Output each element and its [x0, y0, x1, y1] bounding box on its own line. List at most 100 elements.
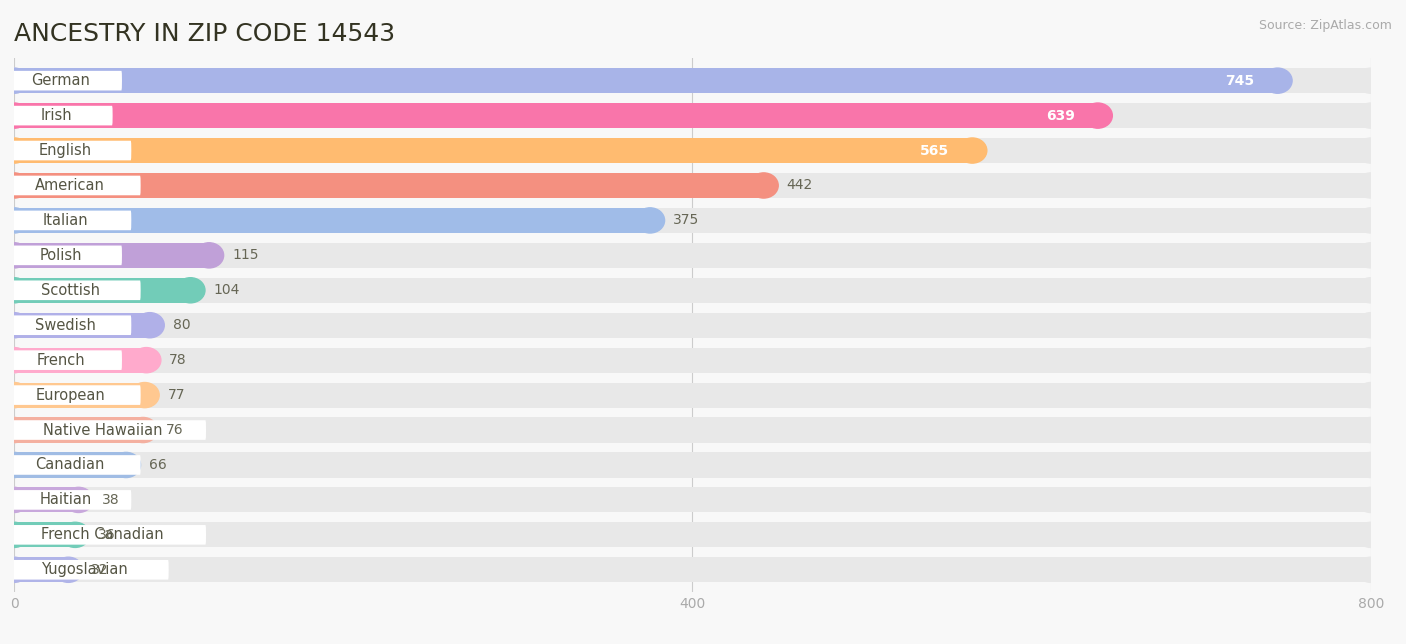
- Ellipse shape: [111, 452, 141, 478]
- Ellipse shape: [0, 417, 28, 442]
- Text: Irish: Irish: [41, 108, 72, 123]
- Bar: [14, 208, 1371, 233]
- Text: 565: 565: [920, 144, 949, 158]
- Bar: [14, 452, 1371, 478]
- Text: 375: 375: [673, 213, 699, 227]
- FancyBboxPatch shape: [0, 176, 141, 195]
- Ellipse shape: [65, 488, 93, 513]
- Text: Scottish: Scottish: [41, 283, 100, 298]
- Ellipse shape: [1357, 522, 1385, 547]
- Ellipse shape: [53, 557, 83, 582]
- Ellipse shape: [0, 138, 28, 163]
- Text: 32: 32: [91, 563, 108, 577]
- Text: Swedish: Swedish: [35, 317, 96, 333]
- Ellipse shape: [0, 452, 28, 478]
- Bar: [14, 173, 1371, 198]
- Ellipse shape: [0, 173, 28, 198]
- Ellipse shape: [0, 557, 28, 582]
- Ellipse shape: [0, 278, 28, 303]
- Text: American: American: [35, 178, 105, 193]
- Ellipse shape: [0, 348, 28, 373]
- Ellipse shape: [131, 383, 159, 408]
- Text: Haitian: Haitian: [39, 493, 91, 507]
- Ellipse shape: [60, 522, 90, 547]
- Bar: [14, 138, 973, 163]
- Bar: [14, 208, 650, 233]
- Ellipse shape: [194, 243, 224, 268]
- Ellipse shape: [1357, 243, 1385, 268]
- Text: European: European: [35, 388, 105, 402]
- Bar: [14, 522, 75, 547]
- Bar: [14, 348, 146, 373]
- Ellipse shape: [0, 103, 28, 128]
- Bar: [14, 243, 1371, 268]
- Text: 76: 76: [166, 423, 184, 437]
- FancyBboxPatch shape: [0, 281, 141, 300]
- Text: English: English: [39, 143, 91, 158]
- Ellipse shape: [1357, 208, 1385, 233]
- Ellipse shape: [0, 348, 28, 373]
- FancyBboxPatch shape: [0, 421, 207, 440]
- Text: Italian: Italian: [42, 213, 89, 228]
- Ellipse shape: [0, 312, 28, 338]
- Bar: [14, 278, 1371, 303]
- Bar: [14, 348, 1371, 373]
- FancyBboxPatch shape: [0, 560, 169, 580]
- Bar: [14, 278, 190, 303]
- Bar: [14, 488, 1371, 513]
- Ellipse shape: [1357, 68, 1385, 93]
- Bar: [14, 522, 1371, 547]
- Ellipse shape: [1263, 68, 1292, 93]
- Ellipse shape: [0, 417, 28, 442]
- Ellipse shape: [1357, 348, 1385, 373]
- Bar: [14, 417, 143, 442]
- Ellipse shape: [0, 522, 28, 547]
- FancyBboxPatch shape: [0, 455, 141, 475]
- Ellipse shape: [135, 312, 165, 338]
- Ellipse shape: [0, 488, 28, 513]
- Bar: [14, 452, 127, 478]
- Bar: [14, 103, 1098, 128]
- Text: 639: 639: [1046, 109, 1074, 122]
- FancyBboxPatch shape: [0, 490, 131, 509]
- Ellipse shape: [0, 278, 28, 303]
- Ellipse shape: [0, 383, 28, 408]
- Ellipse shape: [0, 208, 28, 233]
- Bar: [14, 488, 79, 513]
- FancyBboxPatch shape: [0, 71, 122, 90]
- Ellipse shape: [0, 312, 28, 338]
- Text: Yugoslavian: Yugoslavian: [41, 562, 128, 577]
- FancyBboxPatch shape: [0, 106, 112, 126]
- Ellipse shape: [0, 103, 28, 128]
- Text: 36: 36: [98, 528, 115, 542]
- Ellipse shape: [0, 68, 28, 93]
- Ellipse shape: [1357, 312, 1385, 338]
- Text: French Canadian: French Canadian: [41, 527, 165, 542]
- Text: French: French: [37, 353, 86, 368]
- FancyBboxPatch shape: [0, 141, 131, 160]
- Text: 78: 78: [169, 353, 187, 367]
- Ellipse shape: [0, 383, 28, 408]
- Bar: [14, 383, 1371, 408]
- Ellipse shape: [0, 488, 28, 513]
- Ellipse shape: [957, 138, 987, 163]
- Ellipse shape: [0, 452, 28, 478]
- Ellipse shape: [1357, 488, 1385, 513]
- FancyBboxPatch shape: [0, 385, 141, 405]
- Ellipse shape: [1357, 278, 1385, 303]
- Bar: [14, 68, 1278, 93]
- Text: 38: 38: [101, 493, 120, 507]
- Ellipse shape: [0, 522, 28, 547]
- Bar: [14, 138, 1371, 163]
- Ellipse shape: [1083, 103, 1112, 128]
- Ellipse shape: [0, 173, 28, 198]
- Ellipse shape: [176, 278, 205, 303]
- Ellipse shape: [749, 173, 778, 198]
- Bar: [14, 417, 1371, 442]
- Text: 77: 77: [167, 388, 186, 402]
- Ellipse shape: [0, 138, 28, 163]
- Bar: [14, 557, 69, 582]
- Ellipse shape: [1357, 103, 1385, 128]
- Text: Canadian: Canadian: [35, 457, 105, 473]
- Bar: [14, 312, 150, 338]
